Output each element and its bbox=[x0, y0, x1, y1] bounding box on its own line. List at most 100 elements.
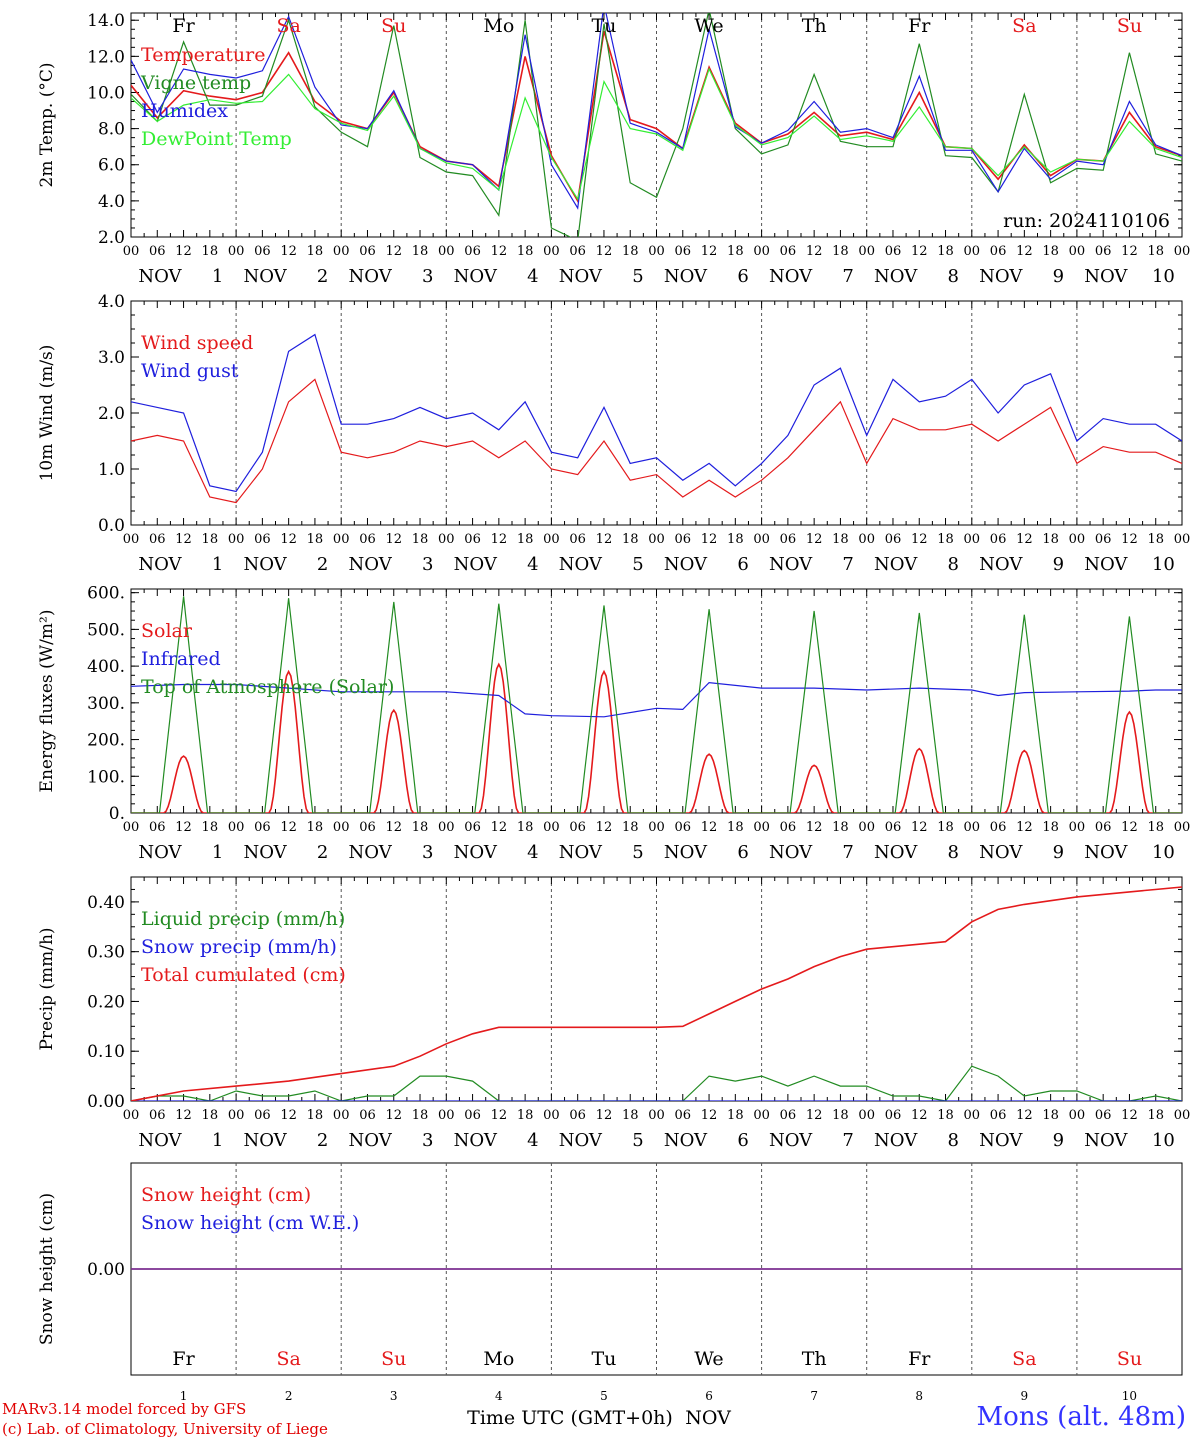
hour-tick-label: 06 bbox=[149, 1108, 166, 1123]
hour-tick-label: 06 bbox=[675, 1108, 692, 1123]
date-label-month: NOV bbox=[874, 1130, 918, 1151]
day-number: 9 bbox=[1021, 1389, 1029, 1403]
hour-tick-label: 00 bbox=[648, 244, 665, 259]
hour-tick-label: 18 bbox=[727, 1108, 744, 1123]
hour-tick-label: 12 bbox=[491, 1108, 508, 1123]
hour-tick-label: 06 bbox=[780, 532, 797, 547]
hour-tick-label: 18 bbox=[307, 1108, 324, 1123]
hour-tick-label: 18 bbox=[832, 532, 849, 547]
hour-tick-label: 00 bbox=[1069, 820, 1086, 835]
y-tick-label: 0.00 bbox=[87, 1260, 125, 1280]
date-label-day: 10 bbox=[1152, 1130, 1175, 1151]
y-axis-label: Energy fluxes (W/m²) bbox=[37, 610, 57, 793]
date-label-month: NOV bbox=[454, 842, 498, 863]
date-label-month: NOV bbox=[664, 1130, 708, 1151]
day-name: Tu bbox=[591, 15, 616, 37]
date-label-month: NOV bbox=[243, 842, 287, 863]
hour-tick-label: 12 bbox=[701, 1108, 718, 1123]
day-name: Su bbox=[381, 15, 406, 37]
hour-tick-label: 12 bbox=[596, 244, 613, 259]
hour-tick-label: 18 bbox=[307, 532, 324, 547]
hour-tick-label: 00 bbox=[228, 532, 245, 547]
date-label-day: 8 bbox=[948, 842, 959, 863]
date-label-month: NOV bbox=[769, 1130, 813, 1151]
legend-snow-height-cm-w-e: Snow height (cm W.E.) bbox=[141, 1212, 359, 1234]
legend-wind-speed: Wind speed bbox=[141, 332, 253, 354]
hour-tick-label: 00 bbox=[333, 244, 350, 259]
x-axis-title: Time UTC (GMT+0h) bbox=[467, 1407, 673, 1429]
hour-tick-label: 12 bbox=[491, 244, 508, 259]
hour-tick-label: 12 bbox=[701, 244, 718, 259]
hour-tick-label: 12 bbox=[806, 244, 823, 259]
date-label-day: 7 bbox=[842, 1130, 853, 1151]
date-label-month: NOV bbox=[664, 266, 708, 287]
date-label-month: NOV bbox=[349, 1130, 393, 1151]
hour-tick-label: 00 bbox=[648, 820, 665, 835]
y-tick-label: 2.0 bbox=[98, 228, 125, 248]
hour-tick-label: 12 bbox=[385, 532, 402, 547]
legend-humidex: Humidex bbox=[141, 100, 228, 122]
day-number: 4 bbox=[495, 1389, 503, 1403]
hour-tick-label: 18 bbox=[517, 820, 534, 835]
date-label-day: 6 bbox=[737, 554, 748, 575]
hour-tick-label: 06 bbox=[254, 244, 271, 259]
date-label-month: NOV bbox=[138, 842, 182, 863]
date-label-month: NOV bbox=[1084, 1130, 1128, 1151]
hour-tick-label: 06 bbox=[675, 532, 692, 547]
hour-tick-label: 06 bbox=[254, 1108, 271, 1123]
date-label-day: 5 bbox=[632, 842, 643, 863]
hour-tick-label: 18 bbox=[517, 1108, 534, 1123]
hour-tick-label: 06 bbox=[780, 1108, 797, 1123]
hour-tick-label: 18 bbox=[1147, 820, 1164, 835]
x-axis-title-month: NOV bbox=[685, 1407, 731, 1429]
plot-frame bbox=[130, 300, 1183, 526]
hour-tick-label: 12 bbox=[1016, 244, 1033, 259]
hour-tick-label: 06 bbox=[149, 820, 166, 835]
date-label-month: NOV bbox=[243, 266, 287, 287]
date-label-day: 5 bbox=[632, 1130, 643, 1151]
hour-tick-label: 12 bbox=[596, 532, 613, 547]
hour-tick-label: 00 bbox=[1069, 532, 1086, 547]
hour-tick-label: 18 bbox=[622, 244, 639, 259]
date-label-day: 1 bbox=[212, 554, 223, 575]
hour-tick-label: 12 bbox=[701, 820, 718, 835]
hour-tick-label: 00 bbox=[753, 1108, 770, 1123]
hour-tick-label: 12 bbox=[911, 820, 928, 835]
hour-tick-label: 06 bbox=[780, 244, 797, 259]
date-label-day: 6 bbox=[737, 1130, 748, 1151]
hour-tick-label: 18 bbox=[727, 244, 744, 259]
day-name: Su bbox=[1117, 1348, 1142, 1370]
hour-tick-label: 12 bbox=[1121, 532, 1138, 547]
date-label-month: NOV bbox=[769, 554, 813, 575]
hour-tick-label: 18 bbox=[202, 820, 219, 835]
series-group bbox=[131, 596, 1182, 813]
hour-tick-label: 06 bbox=[780, 820, 797, 835]
date-label-day: 5 bbox=[632, 554, 643, 575]
hour-tick-label: 06 bbox=[885, 244, 902, 259]
date-label-day: 8 bbox=[948, 266, 959, 287]
hour-tick-label: 06 bbox=[569, 1108, 586, 1123]
day-number: 10 bbox=[1122, 1389, 1137, 1403]
y-tick-label: 300. bbox=[87, 694, 125, 714]
series-line-dewpoint-temp bbox=[131, 67, 1182, 201]
y-tick-label: 6.0 bbox=[98, 156, 125, 176]
date-label-day: 10 bbox=[1152, 842, 1175, 863]
hour-tick-label: 00 bbox=[438, 820, 455, 835]
hour-tick-label: 00 bbox=[753, 532, 770, 547]
credit-line-2: (c) Lab. of Climatology, University of L… bbox=[2, 1420, 328, 1438]
hour-tick-label: 12 bbox=[1016, 1108, 1033, 1123]
y-tick-label: 1.0 bbox=[98, 460, 125, 480]
hour-tick-label: 06 bbox=[1095, 820, 1112, 835]
hour-tick-label: 12 bbox=[280, 532, 297, 547]
date-label-day: 6 bbox=[737, 266, 748, 287]
hour-tick-label: 12 bbox=[491, 820, 508, 835]
date-label-day: 6 bbox=[737, 842, 748, 863]
day-name: Sa bbox=[276, 15, 300, 37]
date-label-month: NOV bbox=[874, 554, 918, 575]
hour-tick-label: 18 bbox=[517, 244, 534, 259]
date-label-day: 4 bbox=[527, 842, 538, 863]
date-label-day: 4 bbox=[527, 1130, 538, 1151]
day-name: Mo bbox=[483, 15, 514, 37]
